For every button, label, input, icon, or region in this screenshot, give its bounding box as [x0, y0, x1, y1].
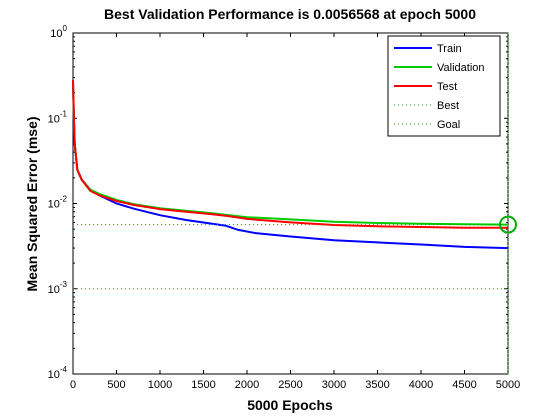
x-tick-label: 5000	[496, 379, 520, 391]
x-tick-label: 4500	[452, 379, 476, 391]
y-tick-label: 10-3	[48, 280, 68, 296]
y-axis-label: Mean Squared Error (mse)	[24, 116, 40, 291]
legend: Train Validation Test Best Goal	[387, 35, 501, 137]
x-tick-label: 2000	[235, 379, 259, 391]
legend-goal-label: Goal	[437, 119, 460, 131]
legend-test-label: Test	[437, 81, 457, 93]
y-tick-label: 10-1	[48, 109, 68, 125]
y-tick-label: 100	[50, 24, 67, 40]
chart-title: Best Validation Performance is 0.0056568…	[104, 6, 476, 22]
x-tick-label: 1500	[191, 379, 215, 391]
x-axis-label: 5000 Epochs	[247, 397, 333, 413]
legend-validation-label: Validation	[437, 62, 485, 74]
legend-train-label: Train	[437, 43, 462, 55]
x-tick-label: 3500	[365, 379, 389, 391]
x-tick-label: 2500	[278, 379, 302, 391]
x-tick-label: 1000	[148, 379, 172, 391]
best-marker-circle	[499, 215, 517, 234]
y-tick-label: 10-2	[48, 195, 68, 211]
x-tick-label: 3000	[322, 379, 346, 391]
y-tick-label: 10-4	[48, 365, 68, 381]
test-line	[72, 80, 508, 229]
x-tick-label: 0	[70, 379, 76, 391]
legend-best-label: Best	[437, 100, 459, 112]
x-tick-label: 4000	[409, 379, 433, 391]
x-tick-label: 500	[107, 379, 125, 391]
